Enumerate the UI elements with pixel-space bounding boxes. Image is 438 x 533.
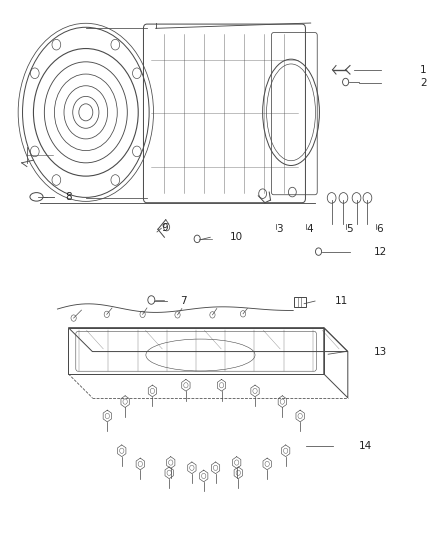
Text: 9: 9 (161, 223, 168, 233)
Text: 2: 2 (420, 78, 427, 88)
Text: 4: 4 (306, 224, 313, 235)
Text: 7: 7 (180, 296, 186, 306)
Text: 1: 1 (420, 66, 427, 75)
Text: 11: 11 (335, 296, 348, 306)
Text: 8: 8 (65, 192, 72, 202)
Text: 12: 12 (374, 247, 387, 256)
Text: 3: 3 (276, 224, 283, 235)
Text: 10: 10 (230, 232, 243, 243)
Text: 6: 6 (376, 224, 383, 235)
Text: 5: 5 (346, 224, 353, 235)
Text: 14: 14 (359, 441, 372, 451)
Text: 13: 13 (374, 346, 387, 357)
